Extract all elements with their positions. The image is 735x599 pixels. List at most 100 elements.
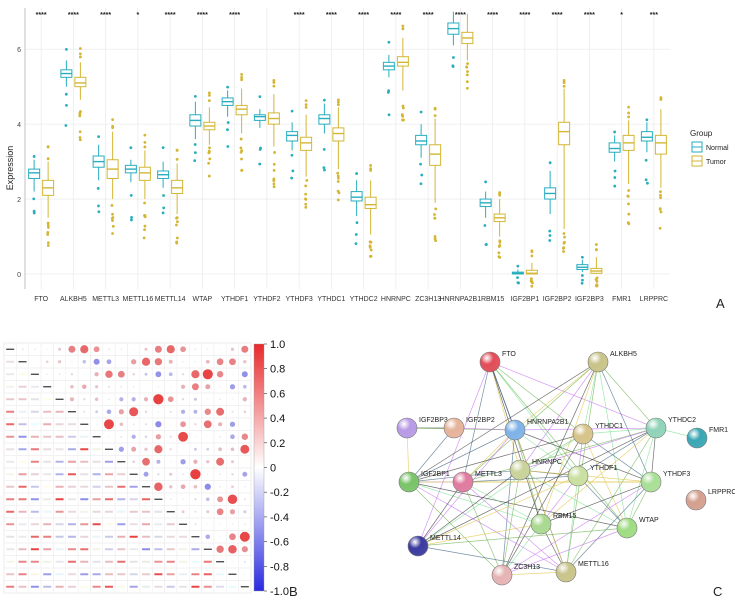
correlation-circle [229,384,236,390]
outlier-point [322,166,326,170]
gridlines [25,8,670,289]
correlation-circle [244,523,246,526]
outlier-point [484,180,488,184]
outlier-point [627,189,631,192]
correlation-circle [34,348,36,351]
correlation-value-mark [80,448,89,451]
x-tick-label: METTL3 [92,296,119,303]
outlier-point [613,176,617,179]
colorbar-tick-label: 0.6 [270,388,285,400]
correlation-value-mark [80,510,89,513]
outlier-point [354,233,358,236]
correlation-value-mark [6,573,15,576]
outlier-point [644,178,648,182]
colorbar-tick-label: 0.4 [270,413,285,425]
x-tick-label: YTHDF2 [253,296,280,303]
outlier-point [562,250,565,253]
correlation-circle [155,421,162,428]
correlation-circle [191,370,200,379]
outlier-point [111,212,114,216]
outlier-point [78,47,82,50]
box-tumor [622,105,635,226]
outlier-point [111,219,114,223]
correlation-value-mark [129,523,138,526]
correlation-value-mark [80,585,89,588]
diagonal-label-mark [154,498,163,500]
network-node: HNRNPA2B1 [504,419,569,441]
outlier-point [355,221,359,225]
network-edge [582,361,599,435]
correlation-circle [46,348,49,351]
correlation-value-mark [142,523,151,526]
correlation-circle [83,398,86,401]
legend: Group Normal Tumor [690,129,729,167]
box-normal [253,95,266,166]
outlier-point [272,177,276,181]
correlation-value-mark [6,385,15,388]
correlation-value-mark [67,448,76,451]
correlation-circle [228,544,237,554]
correlation-circle [120,360,123,363]
network-edge [408,481,567,573]
correlation-circle [157,410,160,413]
outlier-point [336,103,340,107]
correlation-value-mark [129,510,138,513]
network-node: IGF2BP3 [396,417,448,439]
outlier-point [336,100,340,104]
colorbar: 1.0 0.8 0.6 0.4 0.2 0 -0.2 -0.4 -0.6 -0.8 -1.0 [253,339,289,598]
outlier-point [46,223,50,227]
outlier-point [290,153,294,157]
significance-label: * [137,12,140,19]
outlier-point [207,174,211,178]
network-edge [597,361,652,483]
network-node: METTL3 [452,471,502,493]
correlation-value-mark [142,560,151,563]
network-node: METTL14 [407,535,461,557]
box-normal [28,155,41,215]
outlier-point [304,205,308,209]
box-body [396,56,409,67]
outlier-point [497,245,501,248]
outlier-point [32,209,36,213]
network-edge [577,427,657,477]
correlation-circle [82,360,86,364]
box-tumor [525,249,538,288]
outlier-point [627,202,630,206]
correlation-value-mark [43,498,52,501]
significance-label: **** [197,12,208,19]
outlier-point [562,247,565,250]
correlation-value-mark [67,435,76,438]
correlation-circle [194,348,197,351]
x-tick-label: METTL16 [123,296,154,303]
outlier-point [161,211,165,215]
outlier-point [272,78,276,82]
node-sphere [616,517,638,539]
box-normal [60,47,73,127]
correlation-value-mark [142,548,151,551]
outlier-point [46,230,50,234]
correlation-circle [227,494,238,505]
network-edge [582,433,652,483]
correlation-value-mark [191,548,200,551]
correlation-circle [205,534,211,540]
box-tumor [138,133,151,240]
colorbar-tick-label: -0.4 [270,512,289,524]
correlation-circle [206,460,210,464]
node-sphere [504,419,526,441]
outlier-point [419,182,423,186]
correlation-value-mark [18,523,27,526]
correlation-value-mark [191,573,200,576]
correlation-value-mark [166,523,175,526]
outlier-point [272,185,276,189]
correlation-value-mark [179,560,188,563]
correlation-circle [118,446,124,452]
significance-label: **** [165,12,176,19]
node-label: METTL14 [430,535,461,542]
box-normal [124,146,137,222]
outlier-point [400,113,404,117]
outlier-point [419,110,423,114]
correlation-circle [244,573,246,576]
correlation-circle [144,435,148,438]
correlation-circle [216,508,224,516]
box-body [640,131,653,142]
